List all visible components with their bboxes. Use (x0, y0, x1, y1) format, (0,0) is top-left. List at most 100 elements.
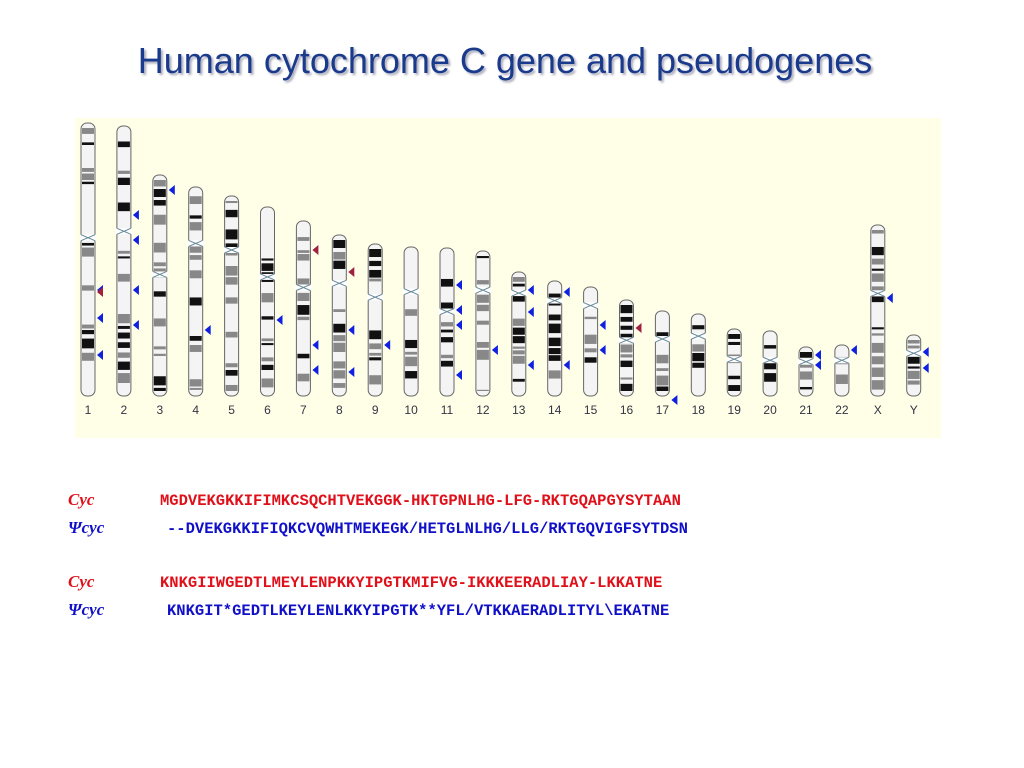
band (548, 370, 561, 379)
band (261, 378, 274, 388)
pseudogene-marker (97, 350, 103, 360)
chromosome-body (439, 247, 455, 397)
chromosome: 4 (187, 186, 211, 417)
pseudogene-marker (922, 347, 929, 357)
chromosome-label: Y (910, 403, 918, 417)
band (225, 243, 238, 250)
band (548, 293, 561, 299)
pseudogene-marker (276, 315, 283, 325)
chromosome-label: 19 (728, 403, 742, 417)
band (297, 305, 310, 315)
chromosome: 12 (474, 250, 498, 417)
centromere-mark (691, 332, 706, 340)
chromosome-label: 13 (512, 403, 526, 417)
chromosome-label: 6 (264, 403, 271, 417)
band (441, 302, 453, 309)
chromosome: 11 (439, 247, 462, 417)
band (82, 173, 94, 181)
chromosome-label: 16 (620, 403, 634, 417)
band (512, 355, 525, 364)
chromosome-body (188, 186, 204, 397)
pseudogene-marker (348, 325, 355, 335)
band (82, 181, 94, 185)
band (117, 273, 130, 282)
band (512, 327, 525, 335)
band (297, 373, 310, 382)
band (405, 351, 418, 355)
band (405, 371, 418, 379)
pseudogene-marker (456, 320, 462, 330)
band (441, 360, 453, 367)
band (117, 202, 130, 212)
band (225, 384, 238, 391)
band (189, 222, 202, 231)
pseudogene-marker (132, 285, 139, 295)
centromere-mark (368, 293, 383, 301)
band (189, 255, 202, 260)
band (117, 373, 130, 383)
band (153, 346, 166, 350)
chromosome: X (869, 224, 893, 417)
chromosome-label: 21 (799, 403, 813, 417)
band (82, 330, 94, 335)
pseudogene-marker (922, 363, 929, 373)
band (369, 278, 382, 282)
centromere-mark (583, 302, 598, 309)
pseudogene-marker (204, 325, 211, 335)
band (764, 345, 777, 349)
band (692, 362, 705, 368)
band (512, 318, 525, 326)
band (261, 343, 274, 346)
band (800, 386, 812, 390)
pseudogene-marker (132, 235, 139, 245)
chromosome: 18 (690, 313, 707, 417)
band (620, 316, 633, 322)
chromosome: 19 (726, 328, 743, 417)
band (441, 354, 453, 359)
centromere-mark (798, 358, 814, 366)
band (692, 344, 705, 352)
pseudogene-marker (132, 210, 139, 220)
chromosome: 13 (510, 271, 534, 417)
band (333, 361, 346, 369)
band (728, 385, 741, 391)
band (764, 362, 777, 370)
chromosome-label: 1 (85, 403, 92, 417)
band (764, 373, 777, 382)
centromere-mark (870, 289, 885, 297)
band (153, 353, 166, 357)
band (82, 168, 94, 172)
band (261, 258, 274, 261)
band (871, 293, 884, 303)
band (512, 350, 525, 355)
slide-title: Human cytochrome C gene and pseudogenes (137, 40, 873, 81)
band (117, 170, 130, 174)
chromosome-label: 18 (692, 403, 706, 417)
band (117, 177, 130, 185)
band (82, 142, 94, 145)
chromosome: 16 (618, 299, 642, 417)
band (584, 357, 597, 363)
band (800, 352, 812, 358)
centromere-mark (547, 297, 562, 305)
band (189, 270, 202, 279)
pseudogene-marker (456, 305, 462, 315)
pseudogene-marker (384, 340, 391, 350)
pseudogene-label: Ψcyc (68, 518, 105, 537)
band (620, 354, 633, 358)
band (907, 345, 920, 349)
chromosome-body (870, 224, 886, 397)
centromere-mark (762, 356, 778, 364)
band (117, 332, 130, 339)
band (333, 309, 346, 312)
band (117, 256, 130, 259)
band (369, 330, 382, 340)
band (333, 335, 346, 342)
band (333, 251, 346, 260)
band (189, 345, 202, 352)
chromosome-body (834, 344, 850, 397)
band (225, 265, 238, 276)
band (297, 250, 310, 253)
band (728, 341, 741, 346)
band (369, 352, 382, 356)
